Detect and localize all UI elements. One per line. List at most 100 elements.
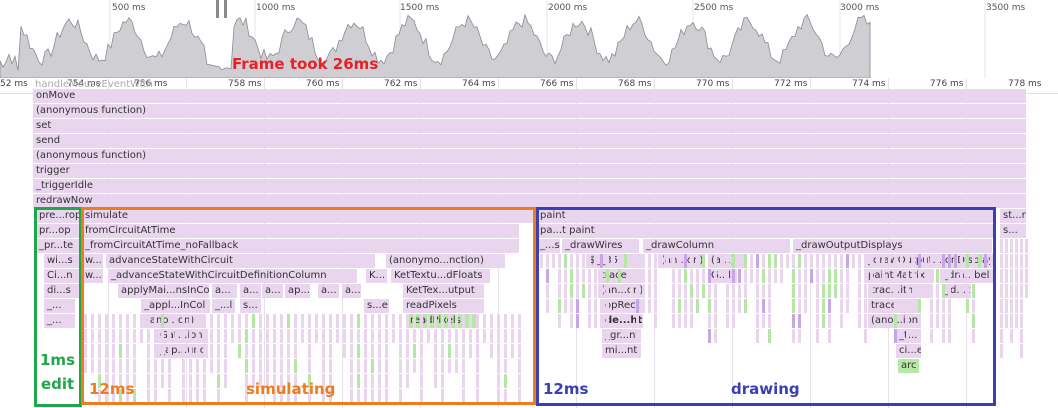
flame-bar-edit[interactable]: _...	[44, 314, 76, 328]
flame-sliver	[308, 359, 311, 373]
flame-bar-draw[interactable]: _gr...nt	[602, 329, 642, 343]
timeline-overview[interactable]: 500 ms 1000 ms 1500 ms 2000 ms 2500 ms 3…	[0, 0, 1058, 78]
flame-bar-anonymous-function[interactable]: (anonymo...nction)	[386, 254, 506, 268]
flame-sliver	[906, 284, 909, 298]
flame-sliver	[588, 254, 591, 268]
ruler-tick: 760 ms	[306, 79, 340, 89]
flame-sliver	[1020, 239, 1023, 253]
flame-sliver	[406, 359, 409, 373]
flame-sliver	[182, 344, 185, 358]
flame-sliver	[726, 254, 729, 268]
flame-bar-readpixels[interactable]: readPixels	[403, 299, 485, 313]
flame-bar-draw[interactable]: _t...e	[896, 329, 922, 343]
flame-bar-sim[interactable]: a...	[262, 284, 284, 298]
selection-handle-left[interactable]	[216, 0, 219, 18]
flame-sliver	[642, 299, 645, 313]
flame-bar-redrawnow[interactable]: redrawNow	[33, 194, 1027, 208]
flame-sliver	[1000, 269, 1003, 283]
flame-sliver	[756, 284, 759, 298]
flame-chart[interactable]: handleMouseEventWith onMove (anonymous f…	[0, 79, 1058, 408]
flame-sliver	[654, 284, 657, 298]
flame-sliver	[294, 389, 297, 403]
flame-bar-sim[interactable]: w...	[82, 254, 104, 268]
flame-bar-fromcircuitattime-nofallback[interactable]: _fromCircuitAtTime_noFallback	[82, 239, 520, 253]
flame-sliver	[385, 359, 388, 373]
flame-sliver	[696, 254, 699, 268]
flame-bar-drawcolumn[interactable]: _drawColumn	[643, 239, 791, 253]
flame-sliver	[105, 314, 108, 328]
flame-sliver	[497, 374, 500, 388]
flame-sliver	[224, 374, 227, 388]
flame-sliver	[98, 374, 101, 388]
flame-bar-tracewith[interactable]: trac...ith	[868, 284, 934, 298]
flame-sliver	[112, 329, 115, 343]
flame-bar-right[interactable]: s...	[1000, 224, 1027, 238]
ruler-tick: 768 ms	[618, 79, 652, 89]
flame-sliver	[105, 344, 108, 358]
flame-bar-fromcircuitattime[interactable]: fromCircuitAtTime	[82, 224, 520, 238]
flame-sliver	[280, 374, 283, 388]
flame-sliver	[105, 359, 108, 373]
flame-sliver	[990, 269, 993, 283]
flame-sliver	[133, 374, 136, 388]
flame-sliver	[744, 269, 747, 283]
flame-sliver	[308, 314, 311, 328]
flame-bar-sim[interactable]: s...e	[364, 299, 390, 313]
flame-sliver	[1015, 299, 1018, 313]
flame-sliver	[175, 329, 178, 343]
flame-sliver	[98, 359, 101, 373]
flame-bar-applymain[interactable]: applyMai...nsInCol	[118, 284, 210, 298]
flame-bar-send[interactable]: send	[33, 134, 1027, 148]
flame-bar-draw[interactable]: _...s	[537, 239, 561, 253]
flame-sliver	[175, 314, 178, 328]
flame-bar-sim[interactable]: _...l	[212, 299, 236, 313]
flame-sliver	[756, 329, 759, 343]
flame-sliver	[217, 344, 220, 358]
flame-bar-set[interactable]: set	[33, 119, 1027, 133]
flame-bar-sim[interactable]: s...	[240, 299, 262, 313]
flame-bar-advancestatewithcircuit[interactable]: advanceStateWithCircuit	[106, 254, 376, 268]
flame-bar-edit[interactable]: _...	[44, 299, 76, 313]
flame-sliver	[1005, 254, 1008, 268]
flame-sliver	[483, 314, 486, 328]
flame-bar-kettex-output[interactable]: KetTex...utput	[403, 284, 485, 298]
flame-bar-drawoutputdisplays[interactable]: _drawOutputDisplays	[793, 239, 993, 253]
flame-bar-anon-2[interactable]: (anonymous function)	[33, 149, 1027, 163]
flame-sliver	[744, 299, 747, 313]
flame-bar-anon[interactable]: (anonymous function)	[33, 104, 1027, 118]
flame-bar-sim[interactable]: a...	[342, 284, 362, 298]
flame-bar-draw[interactable]: (an...on)	[658, 254, 706, 268]
flame-bar-sim[interactable]: a...	[318, 284, 340, 298]
ruler-tick: 770 ms	[696, 79, 730, 89]
flame-bar-draw[interactable]: de...ht	[602, 314, 644, 328]
flame-sliver	[1025, 284, 1028, 298]
flame-sliver	[511, 329, 514, 343]
flame-bar-sim[interactable]: ap...	[285, 284, 311, 298]
flame-bar-arc[interactable]: arc	[898, 359, 920, 373]
flame-bar-trigger[interactable]: trigger	[33, 164, 1027, 178]
flame-sliver	[1000, 344, 1003, 358]
flame-bar-sim[interactable]: w...	[82, 269, 104, 283]
flame-sliver	[378, 374, 381, 388]
flame-bar-ket[interactable]: K...	[366, 269, 388, 283]
flame-sliver	[203, 374, 206, 388]
flame-sliver	[546, 254, 549, 268]
flame-bar-onmove[interactable]: onMove	[33, 89, 1027, 103]
flame-sliver	[406, 374, 409, 388]
flame-sliver	[684, 299, 687, 313]
flame-bar-triggeridle[interactable]: _triggerIdle	[33, 179, 1027, 193]
flame-bar-right[interactable]: st...n	[1000, 209, 1027, 223]
flame-bar-draw[interactable]: ci...e	[896, 344, 922, 358]
flame-sliver	[301, 329, 304, 343]
flame-bar-kettexture-floats[interactable]: KetTextu...dFloats	[391, 269, 491, 283]
flame-sliver	[441, 389, 444, 403]
flame-bar-sim[interactable]: a...	[240, 284, 262, 298]
flame-bar-drawwires[interactable]: _drawWires	[562, 239, 640, 253]
flame-bar-draw[interactable]: mi...nt	[602, 344, 642, 358]
flame-bar-sim[interactable]: a...	[212, 284, 238, 298]
flame-sliver	[714, 329, 717, 343]
flame-sliver	[434, 374, 437, 388]
flame-bar-applyincol[interactable]: _appl...InCol	[141, 299, 211, 313]
selection-handle-right[interactable]	[224, 0, 227, 18]
flame-bar-advancestate-column[interactable]: _advanceStateWithCircuitDefinitionColumn	[108, 269, 358, 283]
